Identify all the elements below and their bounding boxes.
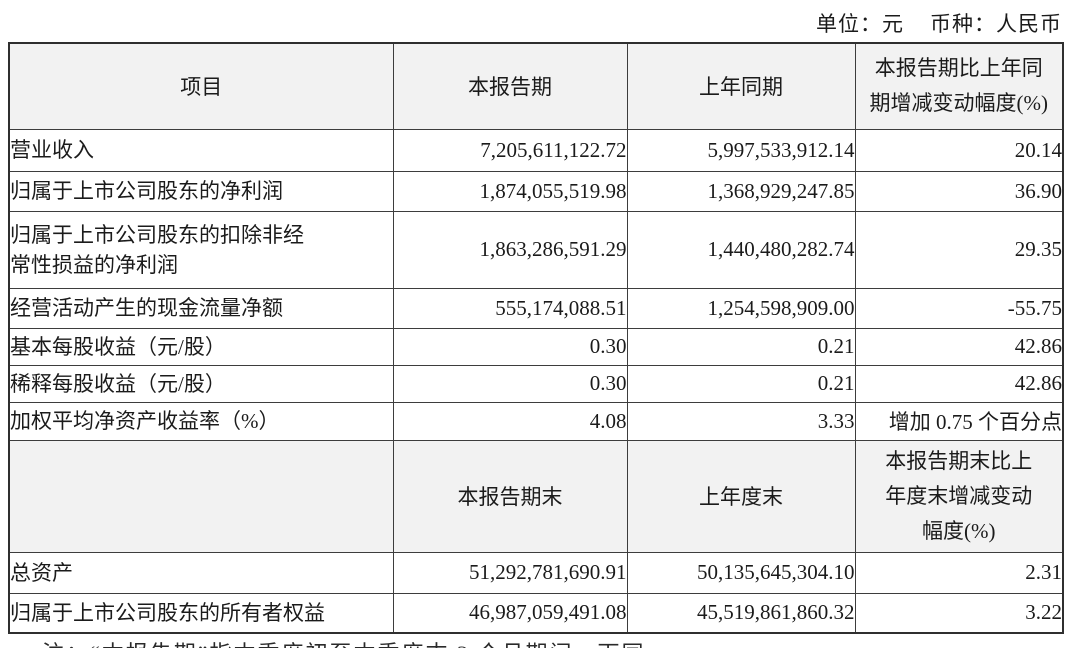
item-cell: 经营活动产生的现金流量净额 <box>8 287 394 329</box>
header-prior-period: 上年同期 <box>626 42 856 130</box>
change-cell: 42.86 <box>854 364 1064 403</box>
header-change-period: 本报告期比上年同 期增减变动幅度(%) <box>854 42 1064 130</box>
change-cell: 3.22 <box>854 592 1064 634</box>
item-cell: 稀释每股收益（元/股） <box>8 364 394 403</box>
change-cell: 29.35 <box>854 210 1064 289</box>
header-change-end: 本报告期末比上 年度末增减变动 幅度(%) <box>854 439 1064 553</box>
item-cell: 加权平均净资产收益率（%） <box>8 401 394 441</box>
header-item-empty <box>8 439 394 553</box>
prior-cell: 0.21 <box>626 327 856 366</box>
table-row: 稀释每股收益（元/股） 0.30 0.21 42.86 <box>8 364 1064 403</box>
table-row: 归属于上市公司股东的净利润 1,874,055,519.98 1,368,929… <box>8 170 1064 212</box>
change-cell: 42.86 <box>854 327 1064 366</box>
unit-label: 单位：元 <box>816 12 904 36</box>
header-prior-end: 上年度末 <box>626 439 856 553</box>
current-cell: 0.30 <box>392 364 628 403</box>
prior-cell: 1,440,480,282.74 <box>626 210 856 289</box>
item-cell: 基本每股收益（元/股） <box>8 327 394 366</box>
change-cell: 增加 0.75 个百分点 <box>854 401 1064 441</box>
current-cell: 555,174,088.51 <box>392 287 628 329</box>
current-cell: 7,205,611,122.72 <box>392 128 628 172</box>
item-cell: 归属于上市公司股东的扣除非经 常性损益的净利润 <box>8 210 394 289</box>
prior-cell: 1,368,929,247.85 <box>626 170 856 212</box>
header-current-end: 本报告期末 <box>392 439 628 553</box>
current-cell: 1,863,286,591.29 <box>392 210 628 289</box>
table-header-row-period: 项目 本报告期 上年同期 本报告期比上年同 期增减变动幅度(%) <box>8 42 1064 130</box>
prior-cell: 1,254,598,909.00 <box>626 287 856 329</box>
table-row: 营业收入 7,205,611,122.72 5,997,533,912.14 2… <box>8 128 1064 172</box>
current-cell: 0.30 <box>392 327 628 366</box>
change-cell: 2.31 <box>854 551 1064 594</box>
table-row: 加权平均净资产收益率（%） 4.08 3.33 增加 0.75 个百分点 <box>8 401 1064 441</box>
table-header-row-end: 本报告期末 上年度末 本报告期末比上 年度末增减变动 幅度(%) <box>8 439 1064 553</box>
current-cell: 51,292,781,690.91 <box>392 551 628 594</box>
key-financials-table: 项目 本报告期 上年同期 本报告期比上年同 期增减变动幅度(%) 营业收入 7,… <box>8 42 1064 634</box>
change-cell: 36.90 <box>854 170 1064 212</box>
item-cell: 归属于上市公司股东的所有者权益 <box>8 592 394 634</box>
item-cell: 总资产 <box>8 551 394 594</box>
header-current-period: 本报告期 <box>392 42 628 130</box>
prior-cell: 45,519,861,860.32 <box>626 592 856 634</box>
table-row: 基本每股收益（元/股） 0.30 0.21 42.86 <box>8 327 1064 366</box>
item-cell: 营业收入 <box>8 128 394 172</box>
table-row: 归属于上市公司股东的所有者权益 46,987,059,491.08 45,519… <box>8 592 1064 634</box>
current-cell: 1,874,055,519.98 <box>392 170 628 212</box>
prior-cell: 3.33 <box>626 401 856 441</box>
unit-currency-line: 单位：元 币种：人民币 <box>816 8 1062 38</box>
current-cell: 46,987,059,491.08 <box>392 592 628 634</box>
header-item: 项目 <box>8 42 394 130</box>
footnote-clipped: 注：“本报告期”指本季度初至本季度末 3 个月期间，下同。 <box>42 636 670 648</box>
prior-cell: 0.21 <box>626 364 856 403</box>
item-cell: 归属于上市公司股东的净利润 <box>8 170 394 212</box>
prior-cell: 5,997,533,912.14 <box>626 128 856 172</box>
prior-cell: 50,135,645,304.10 <box>626 551 856 594</box>
table-row: 经营活动产生的现金流量净额 555,174,088.51 1,254,598,9… <box>8 287 1064 329</box>
table-row: 归属于上市公司股东的扣除非经 常性损益的净利润 1,863,286,591.29… <box>8 210 1064 289</box>
currency-label: 币种：人民币 <box>930 12 1062 36</box>
table-row: 总资产 51,292,781,690.91 50,135,645,304.10 … <box>8 551 1064 594</box>
current-cell: 4.08 <box>392 401 628 441</box>
change-cell: -55.75 <box>854 287 1064 329</box>
change-cell: 20.14 <box>854 128 1064 172</box>
